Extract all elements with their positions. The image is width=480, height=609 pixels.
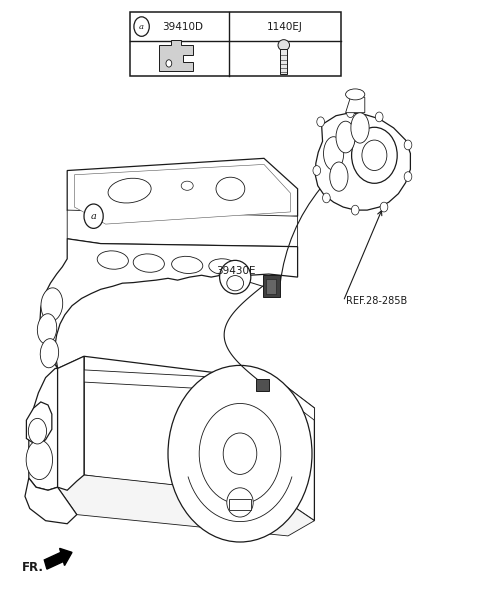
Polygon shape bbox=[58, 356, 84, 490]
Ellipse shape bbox=[346, 89, 365, 100]
Polygon shape bbox=[40, 239, 298, 368]
Text: FR.: FR. bbox=[22, 561, 44, 574]
Polygon shape bbox=[346, 94, 365, 113]
Ellipse shape bbox=[219, 261, 251, 294]
Ellipse shape bbox=[216, 177, 245, 200]
Ellipse shape bbox=[26, 440, 53, 480]
Polygon shape bbox=[58, 368, 314, 420]
Text: a: a bbox=[139, 23, 144, 30]
Polygon shape bbox=[159, 40, 193, 71]
Text: 1140EJ: 1140EJ bbox=[267, 21, 303, 32]
Polygon shape bbox=[58, 475, 314, 536]
Ellipse shape bbox=[317, 117, 324, 127]
Polygon shape bbox=[130, 12, 341, 76]
Text: 39410D: 39410D bbox=[162, 21, 203, 32]
Ellipse shape bbox=[313, 166, 321, 175]
Polygon shape bbox=[58, 356, 84, 487]
Ellipse shape bbox=[336, 121, 355, 153]
Polygon shape bbox=[67, 210, 298, 247]
Polygon shape bbox=[26, 402, 52, 446]
Polygon shape bbox=[74, 164, 290, 224]
Ellipse shape bbox=[37, 314, 57, 344]
Circle shape bbox=[134, 17, 149, 37]
Ellipse shape bbox=[227, 488, 253, 517]
Ellipse shape bbox=[172, 256, 203, 273]
Circle shape bbox=[84, 204, 103, 228]
Polygon shape bbox=[266, 279, 276, 294]
Ellipse shape bbox=[404, 140, 412, 150]
Text: REF.28-285B: REF.28-285B bbox=[346, 297, 407, 306]
Ellipse shape bbox=[351, 113, 369, 143]
Ellipse shape bbox=[227, 275, 244, 291]
Ellipse shape bbox=[181, 181, 193, 190]
Ellipse shape bbox=[40, 339, 59, 368]
Polygon shape bbox=[84, 356, 314, 521]
Ellipse shape bbox=[362, 140, 387, 171]
Ellipse shape bbox=[351, 127, 397, 183]
Ellipse shape bbox=[324, 137, 344, 171]
Ellipse shape bbox=[133, 254, 164, 272]
Ellipse shape bbox=[404, 172, 412, 181]
Polygon shape bbox=[67, 158, 298, 228]
Ellipse shape bbox=[166, 60, 172, 67]
Ellipse shape bbox=[97, 251, 128, 269]
Text: a: a bbox=[91, 212, 96, 220]
Ellipse shape bbox=[347, 108, 354, 118]
Ellipse shape bbox=[330, 162, 348, 191]
Polygon shape bbox=[280, 49, 287, 74]
Ellipse shape bbox=[351, 205, 359, 215]
Polygon shape bbox=[229, 499, 251, 510]
Ellipse shape bbox=[323, 193, 330, 203]
Ellipse shape bbox=[199, 403, 281, 504]
Text: 39430E: 39430E bbox=[216, 266, 255, 276]
Ellipse shape bbox=[108, 178, 151, 203]
Polygon shape bbox=[25, 478, 77, 524]
Ellipse shape bbox=[41, 288, 63, 321]
Polygon shape bbox=[29, 368, 58, 490]
Ellipse shape bbox=[375, 112, 383, 122]
Ellipse shape bbox=[168, 365, 312, 542]
Ellipse shape bbox=[223, 433, 257, 474]
Ellipse shape bbox=[380, 202, 388, 212]
Polygon shape bbox=[263, 275, 280, 297]
Polygon shape bbox=[315, 113, 410, 210]
Ellipse shape bbox=[209, 259, 238, 275]
FancyArrow shape bbox=[44, 548, 72, 569]
Ellipse shape bbox=[278, 40, 289, 51]
Polygon shape bbox=[256, 379, 269, 391]
Ellipse shape bbox=[28, 418, 47, 444]
